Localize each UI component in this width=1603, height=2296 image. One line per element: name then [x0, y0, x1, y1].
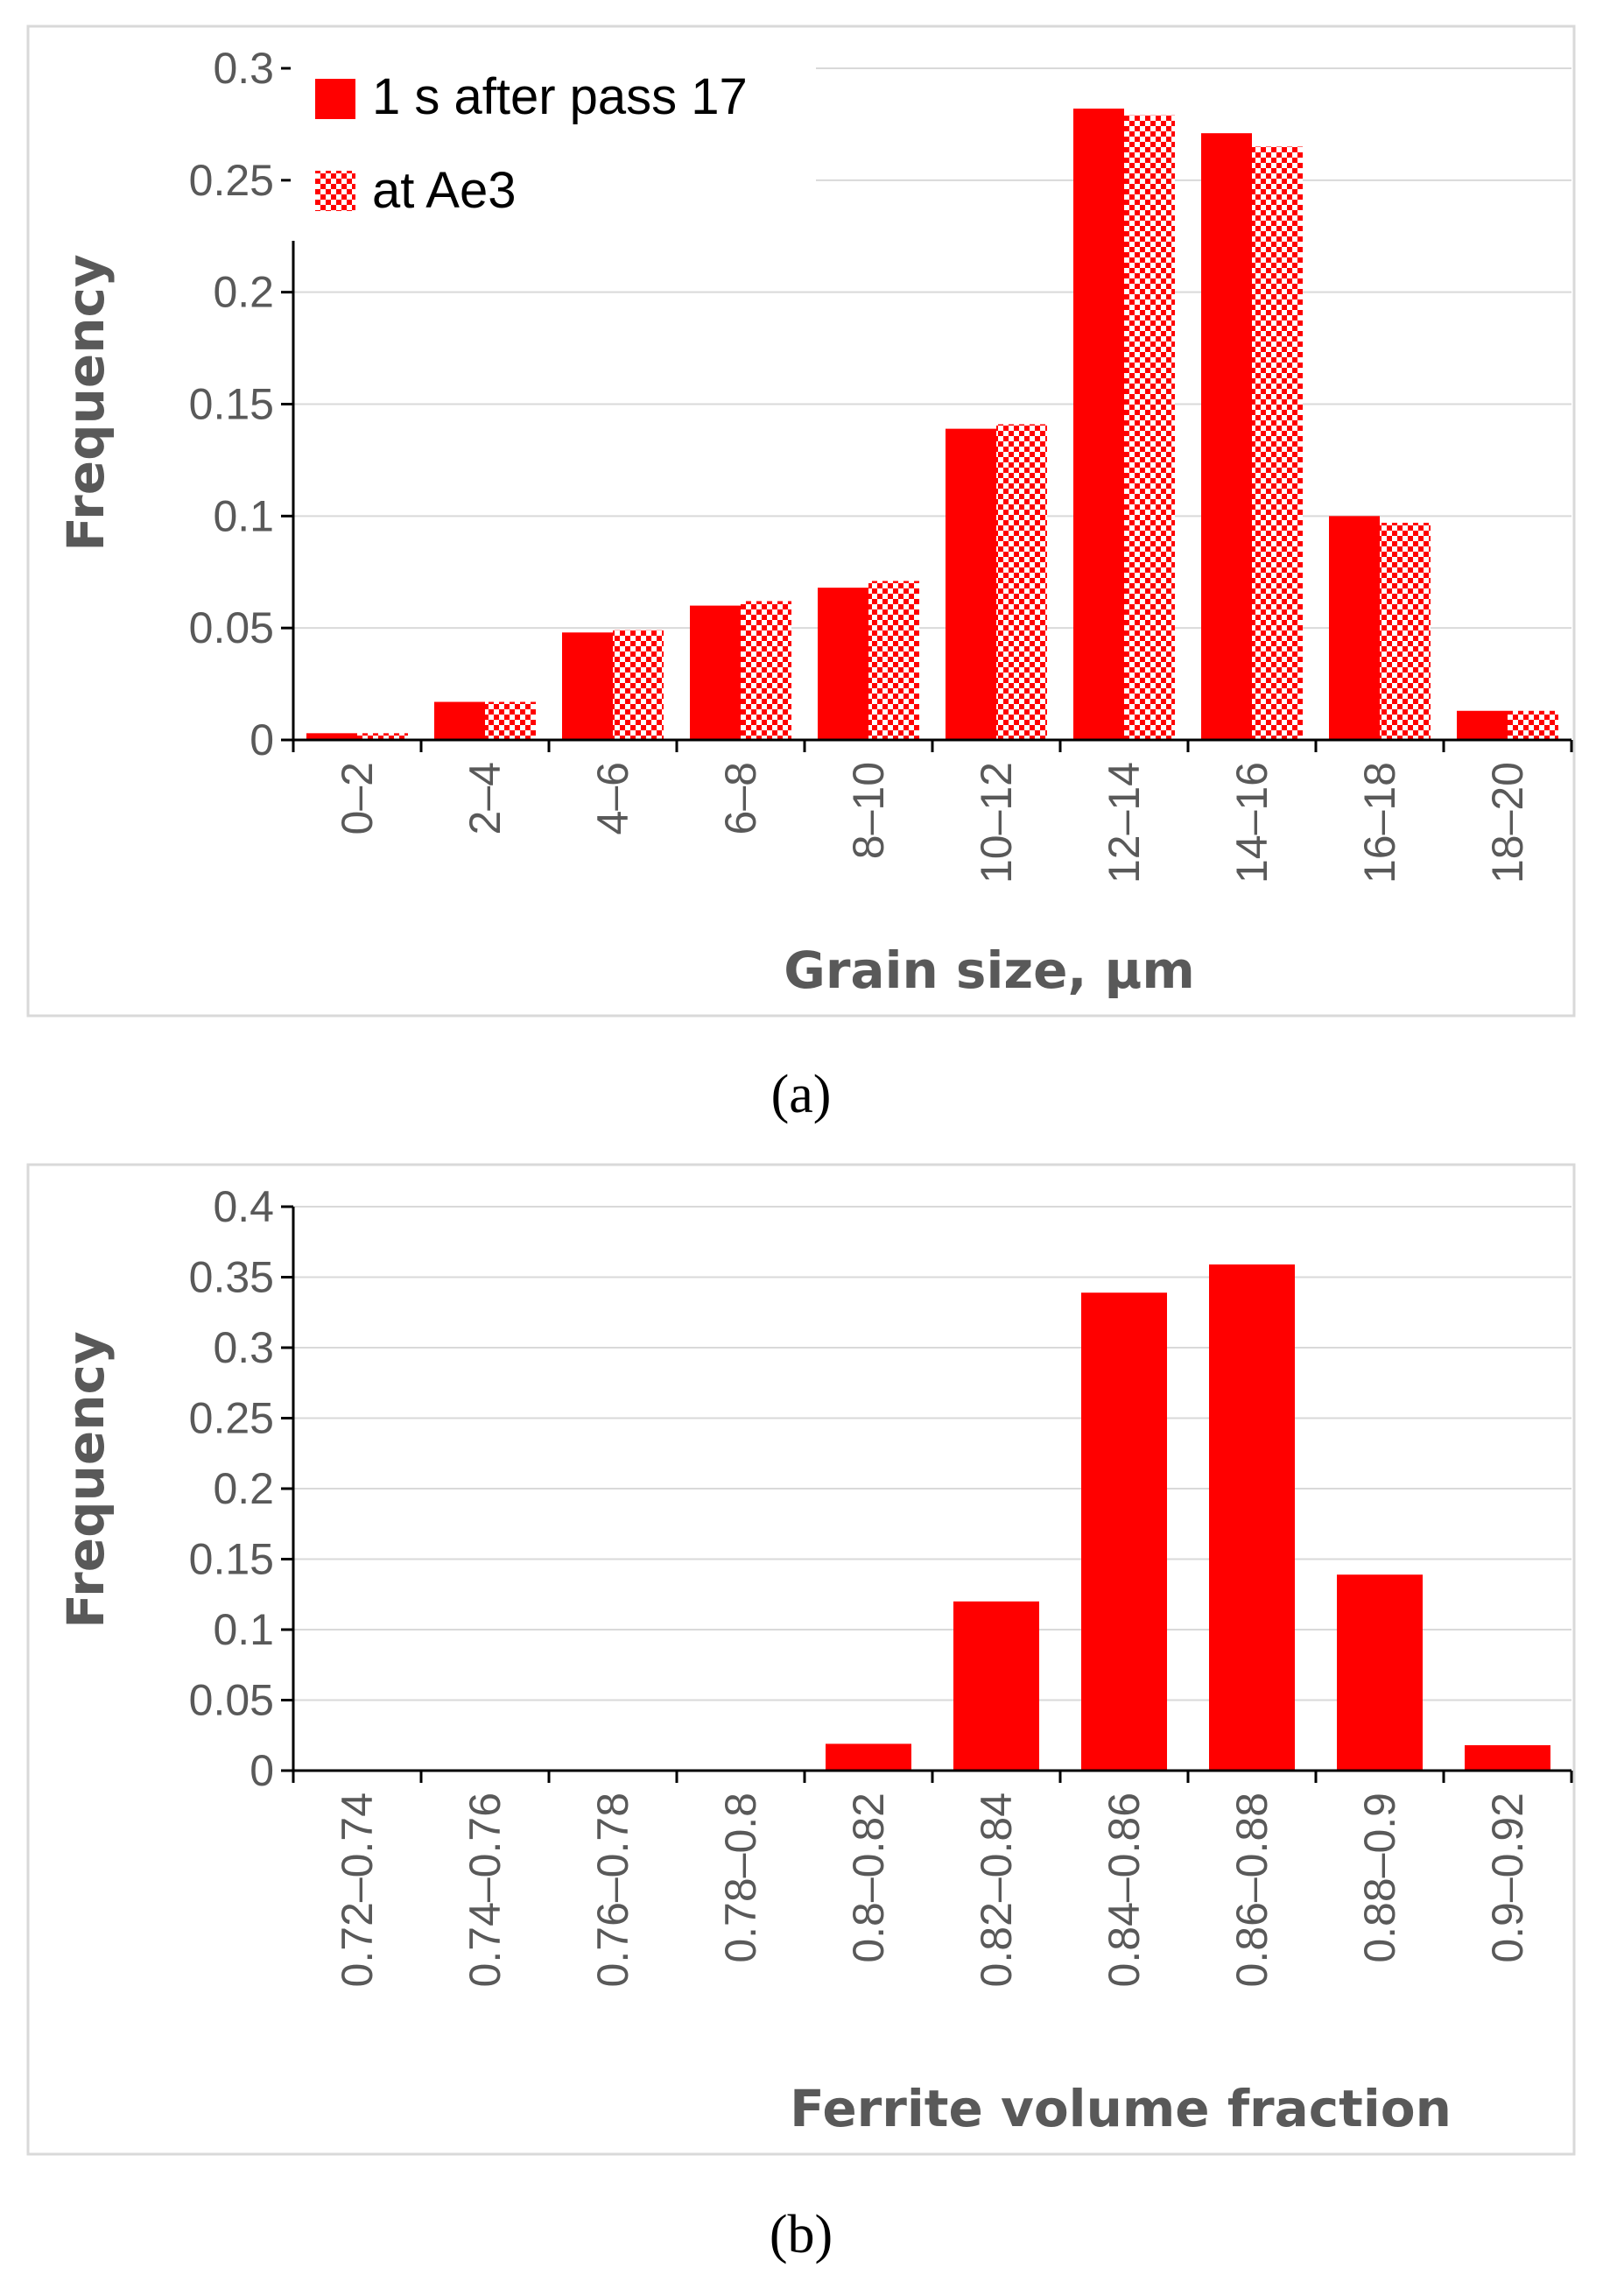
bar-2-4–6: [613, 630, 664, 740]
x-tick-label: 16–18: [1355, 762, 1404, 884]
bar-1-2–4: [434, 701, 485, 740]
y-tick-label: 0.3: [213, 44, 274, 93]
panel-label-a: (a): [771, 1065, 832, 1124]
bar-2-14–16: [1252, 146, 1303, 740]
bar-2-8–10: [868, 581, 919, 740]
x-tick-label: 12–14: [1100, 762, 1149, 884]
x-tick-label: 0.84–0.86: [1100, 1792, 1149, 1987]
y-tick-labels: 0 0.05 0.1 0.15 0.2 0.25 0.3 0.35 0.4: [189, 1182, 274, 1795]
x-tick-label: 10–12: [972, 762, 1021, 884]
y-tick-label: 0.25: [189, 156, 274, 205]
bar-2-10–12: [996, 424, 1047, 740]
x-tick-labels: 0–2 2–4 4–6 6–8 8–10 10–12 12–14 14–16 16–18 18–2…: [333, 762, 1532, 884]
bar-1-0.86–0.88: [1209, 1264, 1295, 1771]
y-tick-label: 0.2: [213, 268, 274, 317]
bar-1-0.9–0.92: [1465, 1745, 1550, 1771]
bar-1-16–18: [1329, 516, 1380, 740]
axes: [281, 1205, 1573, 1783]
y-tick-label: 0.15: [189, 380, 274, 429]
bars: [306, 109, 1558, 741]
legend-swatch-series-2: [315, 171, 355, 211]
x-tick-label: 2–4: [461, 762, 510, 835]
y-tick-label: 0: [250, 715, 274, 764]
y-tick-label: 0.35: [189, 1253, 274, 1302]
y-tick-label: 0.4: [213, 1182, 274, 1231]
y-tick-label: 0.1: [213, 1605, 274, 1654]
bar-1-14–16: [1201, 133, 1252, 741]
bar-1-0.88–0.9: [1337, 1574, 1423, 1771]
x-tick-label: 0.88–0.9: [1355, 1792, 1404, 1963]
panel-label-b: (b): [770, 2205, 833, 2264]
x-tick-label: 0.74–0.76: [461, 1792, 510, 1987]
x-tick-label: 0–2: [333, 762, 382, 835]
legend-label-series-1: 1 s after pass 17: [372, 68, 748, 125]
x-tick-labels: 0.72–0.74 0.74–0.76 0.76–0.78 0.78–0.8 0.8–0…: [333, 1792, 1532, 1987]
bar-1-12–14: [1073, 109, 1124, 740]
legend-swatch-series-1: [315, 79, 355, 119]
chart-frame: [26, 1163, 1576, 2156]
y-tick-label: 0.05: [189, 1676, 274, 1725]
bar-1-18–20: [1457, 710, 1508, 740]
bar-1-6–8: [690, 605, 741, 740]
chart-grain-size: 0 0.05 0.1 0.15 0.2 0.25 0.3 0–2 2–4 4–6 6–8 8–10 1…: [26, 25, 1576, 1018]
bar-2-2–4: [485, 701, 536, 740]
bar-2-12–14: [1124, 115, 1175, 740]
bar-2-18–20: [1508, 710, 1558, 740]
y-tick-label: 0: [250, 1746, 274, 1795]
bar-2-16–18: [1380, 523, 1431, 740]
bar-1-0.84–0.86: [1081, 1292, 1167, 1771]
y-axis-title: Frequency: [56, 1331, 116, 1628]
bar-1-4–6: [562, 632, 613, 740]
y-tick-label: 0.3: [213, 1323, 274, 1372]
x-tick-label: 0.9–0.92: [1483, 1792, 1532, 1963]
bar-1-10–12: [946, 428, 996, 740]
x-tick-label: 0.8–0.82: [844, 1792, 893, 1963]
bar-1-0.82–0.84: [953, 1601, 1039, 1771]
x-tick-label: 8–10: [844, 762, 893, 859]
x-tick-label: 0.78–0.8: [716, 1792, 765, 1963]
x-tick-label: 0.82–0.84: [972, 1792, 1021, 1987]
legend-box: [291, 48, 816, 241]
y-tick-label: 0.05: [189, 603, 274, 652]
bar-1-0–2: [306, 733, 357, 740]
y-tick-label: 0.1: [213, 491, 274, 540]
y-tick-label: 0.15: [189, 1535, 274, 1584]
x-axis-title: Ferrite volume fraction: [790, 2079, 1452, 2138]
bar-2-6–8: [741, 601, 791, 740]
legend-label-series-2: at Ae3: [372, 162, 516, 219]
x-tick-label: 0.72–0.74: [333, 1792, 382, 1987]
x-tick-label: 0.86–0.88: [1227, 1792, 1276, 1987]
legend: 1 s after pass 17 at Ae3: [291, 48, 816, 241]
y-tick-labels: 0 0.05 0.1 0.15 0.2 0.25 0.3: [189, 44, 274, 764]
x-tick-label: 14–16: [1227, 762, 1276, 884]
bar-1-8–10: [818, 588, 868, 740]
bars: [826, 1264, 1550, 1771]
x-tick-label: 6–8: [716, 762, 765, 835]
x-tick-label: 4–6: [588, 762, 637, 835]
x-tick-label: 0.76–0.78: [588, 1792, 637, 1987]
chart-ferrite-fraction: 00.050.10.150.20.250.30.350.4 0.72–0.74 0…: [26, 1163, 1576, 2156]
x-axis-title: Grain size, μm: [784, 940, 1195, 1000]
y-tick-label: 0.2: [213, 1464, 274, 1513]
y-tick-label: 0.25: [189, 1394, 274, 1443]
y-axis-title: Frequency: [56, 254, 116, 551]
x-tick-label: 18–20: [1483, 762, 1532, 884]
bar-2-0–2: [357, 733, 408, 740]
bar-1-0.8–0.82: [826, 1743, 911, 1771]
